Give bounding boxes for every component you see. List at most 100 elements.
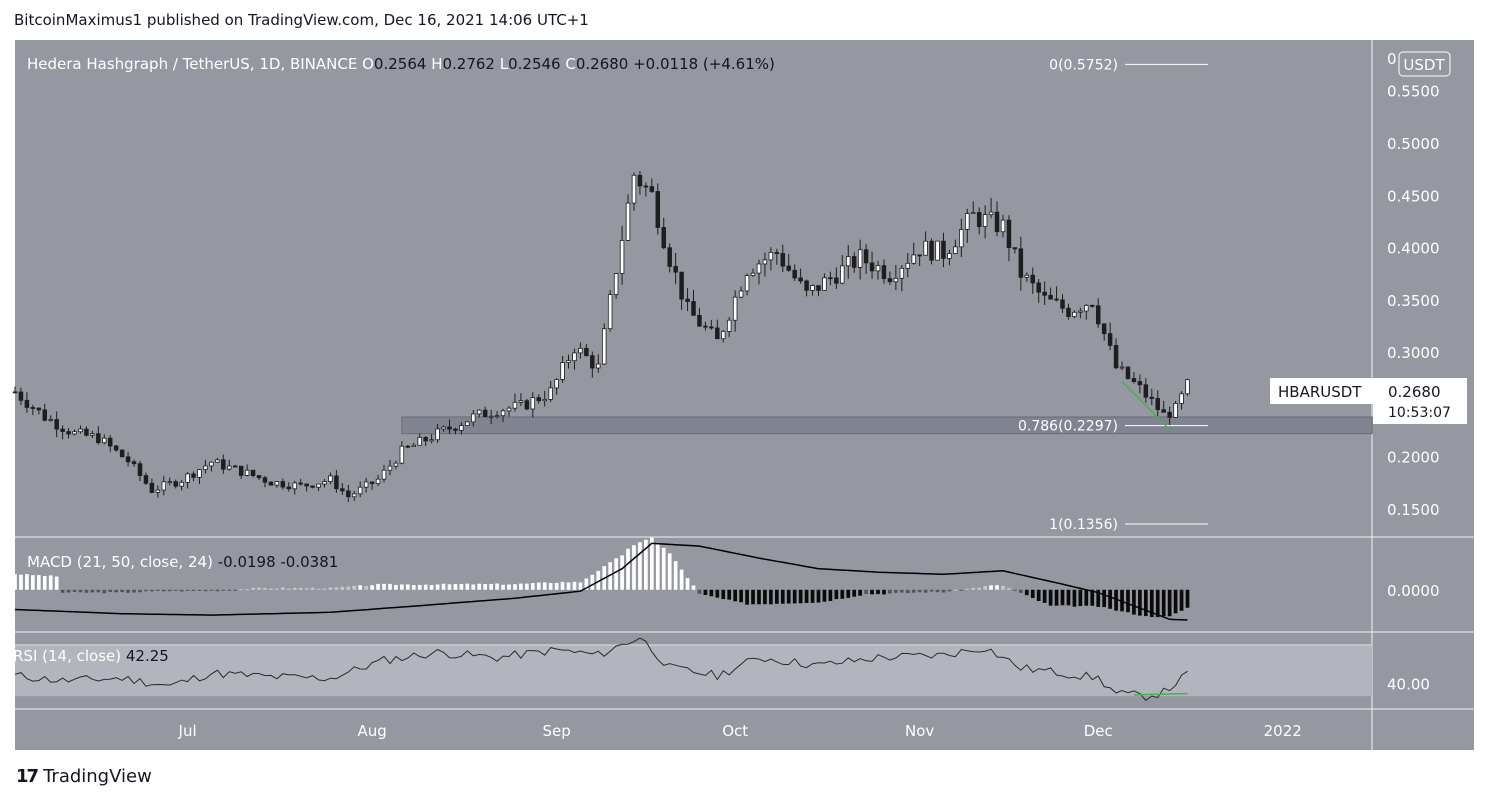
candle-body bbox=[357, 486, 363, 495]
candle-body bbox=[774, 252, 780, 254]
candle-body bbox=[673, 266, 678, 273]
legend-part: +0.0118 (+4.61%) bbox=[633, 55, 775, 73]
candle-body bbox=[953, 246, 958, 254]
candle-body bbox=[679, 271, 684, 300]
candle-body bbox=[453, 428, 458, 431]
candle-body bbox=[1042, 291, 1047, 296]
macd-histogram-bar bbox=[280, 587, 285, 590]
x-tick-label: Jul bbox=[178, 722, 197, 740]
macd-histogram-bar bbox=[161, 589, 166, 592]
candle-body bbox=[518, 400, 524, 403]
candle-body bbox=[607, 294, 613, 330]
rsi-line bbox=[14, 637, 1188, 702]
candle-body bbox=[238, 465, 244, 476]
macd-histogram-bar bbox=[804, 589, 809, 604]
candle-body bbox=[988, 211, 994, 216]
macd-histogram-bar bbox=[263, 588, 267, 590]
macd-histogram-bar bbox=[388, 583, 392, 590]
macd-histogram-bar bbox=[578, 582, 583, 590]
candle-body bbox=[155, 489, 161, 493]
rsi-band bbox=[15, 644, 1372, 697]
support-zone-rect bbox=[401, 416, 1373, 435]
macd-histogram-bar bbox=[304, 588, 309, 590]
macd-histogram-bar bbox=[745, 589, 749, 605]
macd-histogram-bar bbox=[48, 575, 53, 590]
macd-histogram-bar bbox=[400, 584, 404, 590]
candle-body bbox=[1030, 274, 1035, 284]
candle-body bbox=[655, 191, 661, 228]
macd-y-tick: 0.0000 bbox=[1387, 582, 1440, 600]
candle-body bbox=[976, 212, 982, 227]
macd-histogram-bar bbox=[1108, 589, 1112, 609]
macd-histogram-bar bbox=[1060, 589, 1065, 606]
macd-histogram-bar bbox=[513, 584, 517, 590]
candle-body bbox=[732, 296, 738, 321]
candle-body bbox=[423, 437, 428, 442]
macd-histogram-bar bbox=[1173, 589, 1178, 614]
candle-body bbox=[965, 213, 970, 230]
macd-histogram-bar bbox=[935, 589, 940, 593]
macd-histogram-bar bbox=[191, 589, 196, 591]
candle-body bbox=[500, 410, 506, 417]
macd-histogram-bar bbox=[1126, 589, 1130, 613]
macd-histogram-bar bbox=[334, 587, 339, 590]
macd-histogram-bar bbox=[459, 584, 464, 590]
candle-body bbox=[185, 473, 190, 483]
macd-histogram-bar bbox=[42, 576, 47, 590]
tradingview-brand[interactable]: 17 TradingView bbox=[16, 766, 152, 787]
candle-body bbox=[137, 463, 143, 476]
legend-part: 0.2762 bbox=[442, 55, 499, 73]
candle-body bbox=[256, 475, 262, 479]
fibonacci-levels: 0(0.5752) 0.786(0.2297) 1(0.1356) bbox=[1018, 57, 1208, 533]
candle-body bbox=[173, 481, 178, 487]
macd-histogram-bar bbox=[340, 586, 345, 590]
candle-body bbox=[316, 483, 321, 488]
y-tick-label: 0.3500 bbox=[1387, 292, 1440, 310]
symbol-tag bbox=[1270, 378, 1373, 404]
legend-part: 0.2564 bbox=[374, 55, 431, 73]
macd-histogram-bar bbox=[614, 558, 618, 590]
candle-body bbox=[441, 426, 446, 430]
candle-body bbox=[24, 399, 30, 408]
legend-part: L bbox=[500, 55, 509, 73]
macd-histogram-bar bbox=[971, 587, 976, 590]
macd-histogram-bar bbox=[905, 589, 910, 594]
macd-histogram-bar bbox=[36, 575, 41, 590]
macd-histogram-bar bbox=[382, 583, 386, 590]
candle-body bbox=[584, 347, 589, 357]
macd-histogram-bar bbox=[411, 585, 416, 590]
macd-histogram-bar bbox=[1078, 589, 1083, 607]
macd-histogram-bar bbox=[447, 584, 452, 590]
macd-histogram-bar bbox=[471, 584, 476, 590]
candle-body bbox=[203, 465, 208, 471]
candle-body bbox=[167, 481, 172, 484]
rsi-divergence-line bbox=[1133, 692, 1188, 696]
macd-histogram-bar bbox=[251, 587, 255, 590]
candle-body bbox=[1060, 299, 1065, 309]
candle-body bbox=[268, 481, 274, 486]
macd-histogram-bar bbox=[1102, 589, 1107, 608]
candle-body bbox=[191, 473, 196, 478]
macd-histogram-bar bbox=[685, 578, 690, 590]
x-tick-label: Dec bbox=[1084, 722, 1113, 740]
candle-body bbox=[846, 256, 851, 267]
macd-histogram-bar bbox=[19, 574, 23, 590]
candle-body bbox=[1161, 409, 1166, 413]
candle-body bbox=[381, 469, 387, 480]
macd-histogram-bar bbox=[215, 589, 220, 592]
macd-histogram-bar bbox=[953, 589, 958, 591]
candle-body bbox=[482, 409, 488, 418]
price-divergence-line bbox=[1121, 380, 1171, 431]
axes: 0.5500 0.5000 0.4500 0.4000 0.3500 0.3000 0.20… bbox=[178, 50, 1467, 740]
candle-body bbox=[524, 400, 530, 410]
candle-body bbox=[506, 407, 512, 412]
candle-body bbox=[399, 445, 405, 464]
macd-histogram-bar bbox=[536, 582, 541, 590]
candle-body bbox=[149, 482, 155, 493]
candle-body bbox=[536, 397, 541, 402]
candle-body bbox=[244, 469, 250, 476]
candle-body bbox=[691, 301, 696, 316]
macd-histogram-bar bbox=[661, 547, 666, 590]
candle-body bbox=[834, 277, 839, 284]
